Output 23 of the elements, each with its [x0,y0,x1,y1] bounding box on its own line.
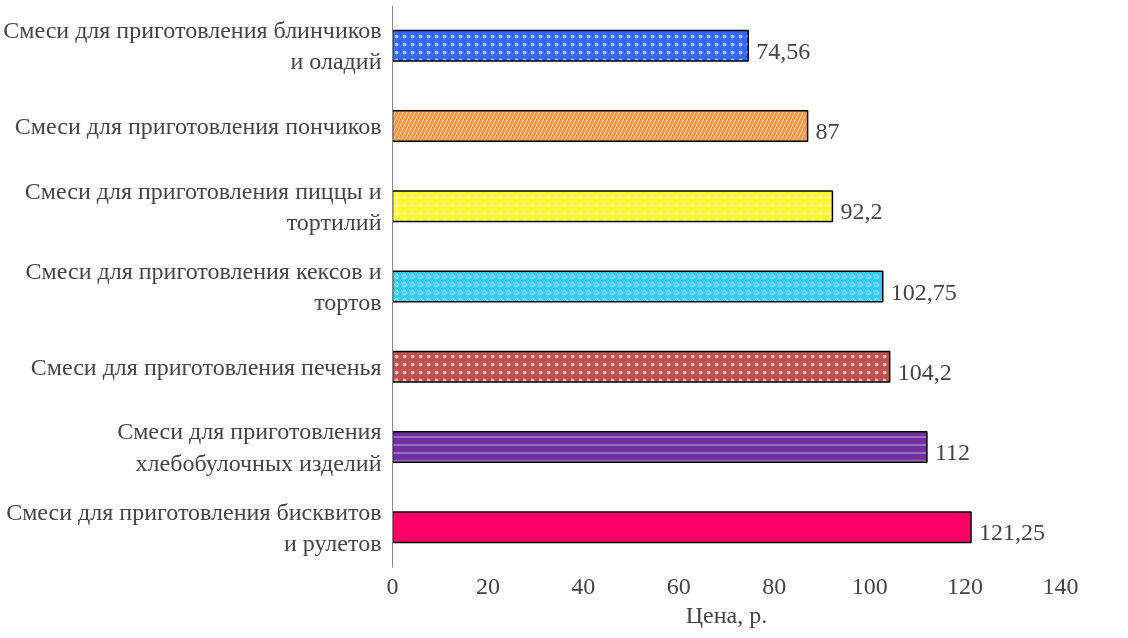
data-label: 112 [934,439,971,466]
x-tick-label: 20 [475,572,500,599]
data-label: 104,2 [897,358,952,385]
x-tick-label: 80 [762,572,787,599]
y-tick-label: Смеси для приготовления блинчиков и оладий [3,17,382,75]
y-tick-label: Смеси для приготовления кексов и тортов [25,257,382,316]
y-tick-label: Смеси для приготовления пиццы и тортилий [24,177,382,235]
data-label: 92,2 [840,198,883,225]
y-tick-label: Смеси для приготовления пончиков [14,112,382,139]
x-tick-label: 120 [947,572,984,599]
data-label: 87 [815,117,840,144]
x-tick-label: 60 [666,572,691,599]
x-tick-label: 140 [1042,572,1079,599]
x-tick-label: 100 [851,572,888,599]
y-tick-label: Смеси для приготовления бисквитов и рулетов [6,498,382,556]
y-tick-label: Смеси для приготовления печенья [30,353,382,380]
data-label: 102,75 [890,278,957,305]
x-tick-label: 40 [571,572,596,599]
x-axis-title: Цена, р. [685,601,768,628]
data-label: 74,56 [756,37,811,64]
data-label: 121,25 [979,519,1046,546]
y-tick-label: Смеси для приготовления хлебобулочных изделий [117,418,382,476]
x-tick-label: 0 [386,572,399,599]
